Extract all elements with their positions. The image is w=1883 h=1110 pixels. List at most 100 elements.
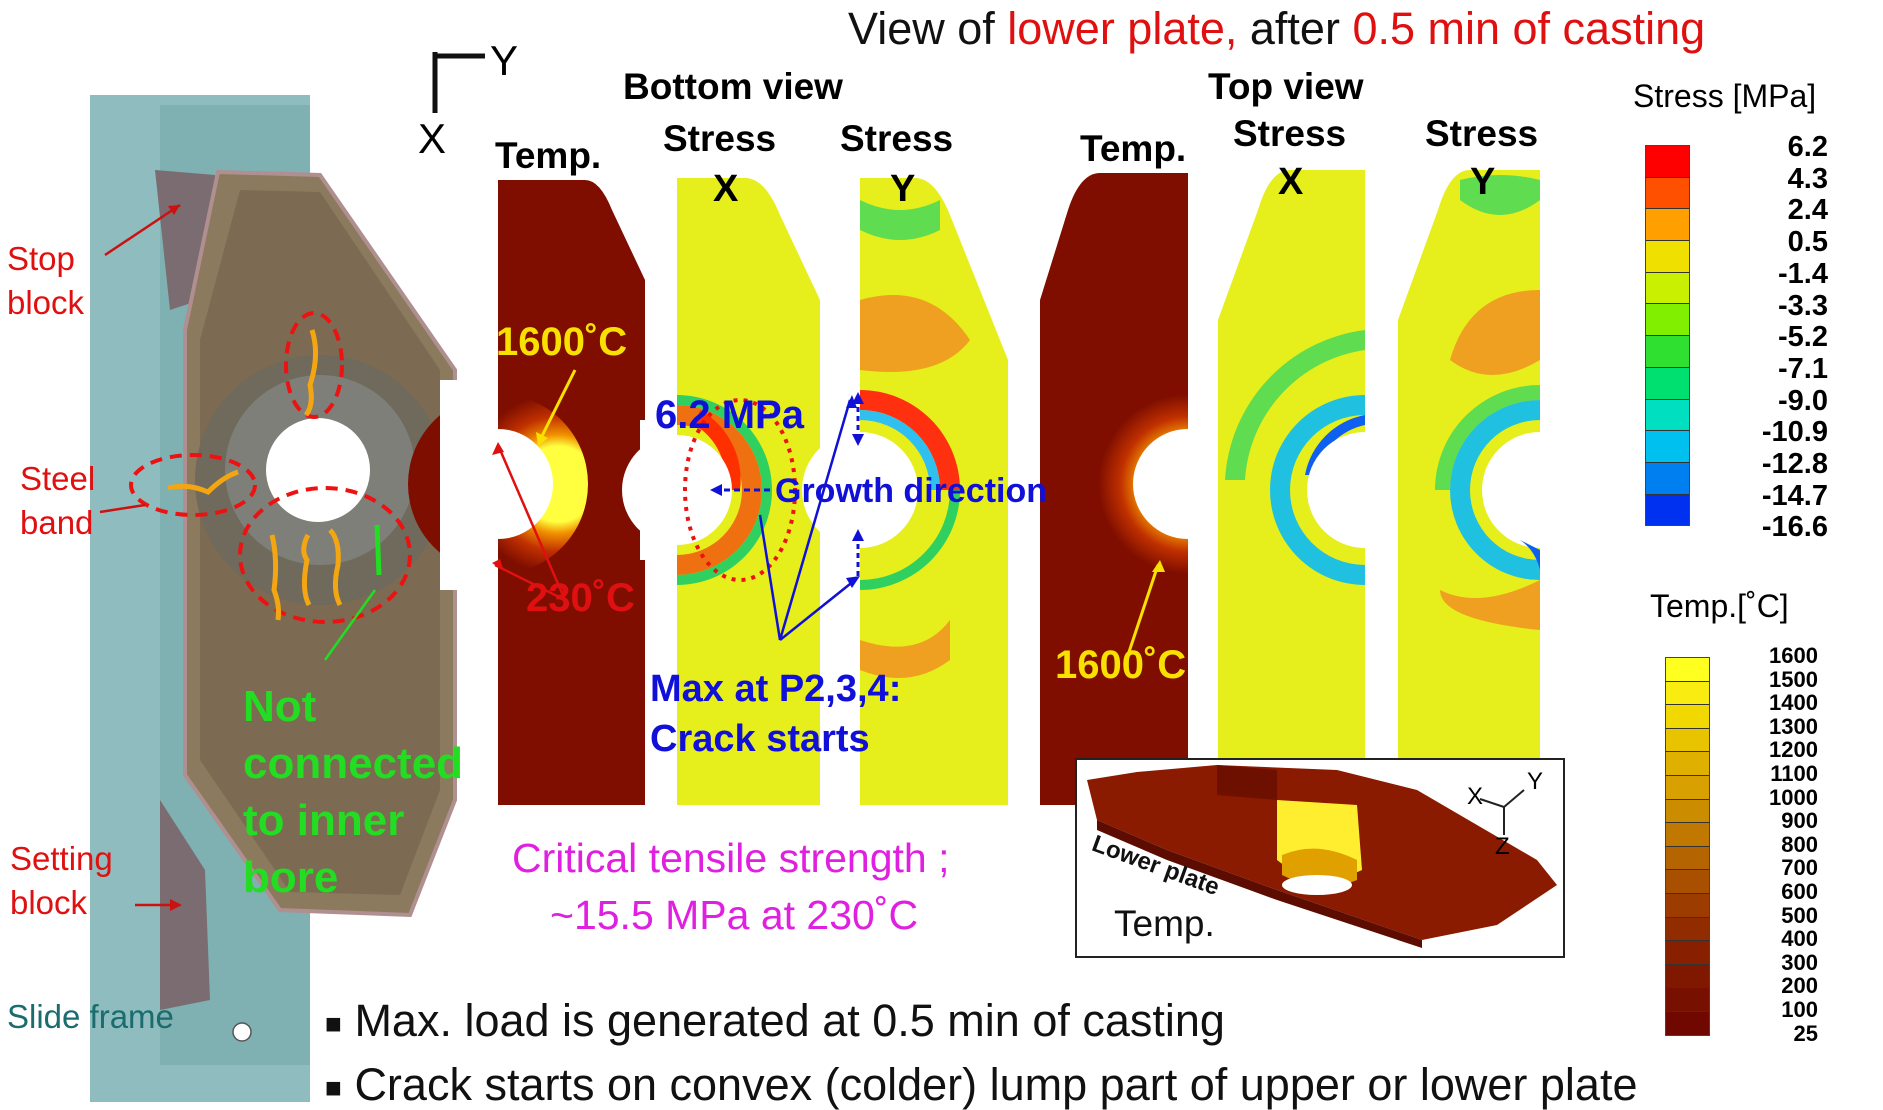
stop-block-label-1: Stop: [7, 240, 75, 277]
temp-legend-value: 400: [1781, 926, 1818, 952]
temp-legend-swatch: [1665, 987, 1710, 1011]
stress-legend-swatch: [1645, 461, 1690, 494]
page-title: View of lower plate, after 0.5 min of ca…: [848, 6, 1705, 51]
bottom-stress-y-label: Stress: [840, 118, 954, 159]
max-stress-label: 6.2 MPa: [655, 393, 804, 437]
temp-legend-value: 300: [1781, 949, 1818, 975]
temp-legend-value: 700: [1781, 855, 1818, 881]
axis-y-label: Y: [490, 37, 519, 84]
inset-axis-y: Y: [1527, 768, 1544, 795]
top-temp-high-label: 1600˚C: [1055, 643, 1187, 687]
stress-legend-swatch: [1645, 430, 1690, 462]
stress-legend-value: 6.2: [1787, 131, 1828, 163]
stress-legend-swatch: [1645, 303, 1690, 336]
setting-block-label-1: Setting: [10, 840, 113, 877]
temp-legend-value: 1400: [1769, 690, 1818, 716]
bottom-stress-x-label: Stress: [663, 118, 777, 159]
top-view-title: Top view: [1208, 66, 1364, 107]
stress-legend-value: -10.9: [1761, 416, 1828, 449]
temp-legend-swatch: [1665, 727, 1710, 752]
temp-legend-value: 1500: [1769, 666, 1818, 692]
temp-legend-value: 25: [1793, 1020, 1818, 1046]
axis-marker: [432, 52, 485, 113]
stress-legend-value: -1.4: [1778, 257, 1828, 290]
slide-gate-photo: [90, 95, 457, 1102]
top-stress-y-label: Stress: [1425, 113, 1539, 154]
temp-legend-swatch: [1665, 916, 1710, 941]
bottom-stress-x-axis: X: [713, 168, 739, 210]
top-stress-y-axis: Y: [1470, 161, 1496, 203]
temp-legend-value: 600: [1781, 879, 1818, 904]
stress-legend-swatch: [1645, 366, 1690, 399]
bottom-stress-y-axis: Y: [890, 168, 916, 210]
bottom-view-title: Bottom view: [623, 66, 843, 107]
inset-axes-icon: [1479, 789, 1525, 835]
temp-legend-swatch: [1665, 774, 1710, 799]
not-connected-line-3: to inner: [243, 796, 405, 845]
bottom-temp-label: Temp.: [495, 135, 602, 176]
stress-legend-value: -9.0: [1778, 384, 1828, 417]
stress-legend-value: 0.5: [1787, 226, 1828, 259]
bullet-text-1: Max. load is generated at 0.5 min of cas…: [354, 995, 1225, 1046]
stress-legend-value: -16.6: [1761, 511, 1828, 544]
axis-x-label: X: [418, 115, 447, 162]
bottom-temp-high-label: 1600˚C: [496, 320, 628, 364]
stress-legend-value: -5.2: [1778, 321, 1828, 354]
growth-direction-label: Growth direction: [775, 472, 1047, 510]
stress-legend-swatch: [1645, 145, 1690, 177]
title-part3: after: [1237, 3, 1353, 54]
stress-legend-value: -7.1: [1778, 352, 1828, 385]
inset-3d-render: [1087, 765, 1557, 948]
max-at-label-2: Crack starts: [650, 718, 870, 760]
temp-legend-bar: [1665, 657, 1710, 1036]
temp-legend-value: 1300: [1769, 713, 1818, 739]
temp-legend-value: 100: [1781, 997, 1818, 1022]
stress-legend-value: -14.7: [1761, 479, 1828, 512]
temp-legend-value: 200: [1781, 973, 1818, 999]
inset-axis-z: Z: [1495, 833, 1510, 860]
critical-strength-line-2: ~15.5 MPa at 230˚C: [550, 892, 919, 938]
inset-axis-x: X: [1467, 783, 1484, 810]
temp-legend-swatch: [1665, 892, 1710, 917]
slide-frame-label: Slide frame: [7, 998, 174, 1035]
temp-legend-swatch: [1665, 798, 1710, 823]
stress-legend-swatch: [1645, 493, 1690, 526]
bottom-temp-low-label: 230˚C: [526, 576, 635, 620]
bullet-marker-1: ■: [325, 1008, 342, 1040]
temp-legend-value: 800: [1781, 831, 1818, 857]
temp-legend-swatch: [1665, 751, 1710, 775]
stop-block-label-2: block: [7, 284, 85, 321]
stress-legend-swatch: [1645, 335, 1690, 367]
temp-legend-swatch: [1665, 869, 1710, 893]
temp-legend-value: 500: [1781, 902, 1818, 928]
temp-legend-swatch: [1665, 963, 1710, 988]
temp-legend-swatch: [1665, 680, 1710, 705]
stress-legend-swatch: [1645, 271, 1690, 304]
temp-legend-swatch: [1665, 704, 1710, 728]
temp-legend-swatch: [1665, 1010, 1710, 1035]
top-stress-x-label: Stress: [1233, 113, 1347, 154]
stress-legend-swatch: [1645, 398, 1690, 431]
stress-legend-swatch: [1645, 208, 1690, 241]
temp-legend-value: 1200: [1769, 737, 1818, 763]
steel-band-label-1: Steel: [20, 460, 96, 497]
inset-temp-label: Temp.: [1114, 903, 1215, 944]
bullet-2: ■ Crack starts on convex (colder) lump p…: [325, 1062, 1638, 1107]
temp-legend-swatch: [1665, 657, 1710, 681]
top-temp-label: Temp.: [1080, 128, 1187, 169]
steel-band-label-2: band: [20, 504, 94, 541]
temp-legend-value: 1100: [1770, 761, 1818, 786]
title-part1: View of: [848, 3, 1008, 54]
bullet-marker-2: ■: [325, 1072, 342, 1104]
temp-legend-title: Temp.[˚C]: [1650, 588, 1789, 624]
temp-legend-swatch: [1665, 845, 1710, 870]
temp-legend-swatch: [1665, 822, 1710, 846]
setting-block-label-2: block: [10, 884, 88, 921]
top-stress-x-axis: X: [1278, 161, 1304, 203]
max-at-label-1: Max at P2,3,4:: [650, 668, 902, 710]
stress-legend-value: -3.3: [1778, 289, 1828, 322]
temp-legend-value: 900: [1781, 808, 1818, 834]
not-connected-line-1: Not: [243, 682, 317, 731]
inset-3d-box: Lower plate Temp. X Y Z: [1075, 758, 1565, 958]
